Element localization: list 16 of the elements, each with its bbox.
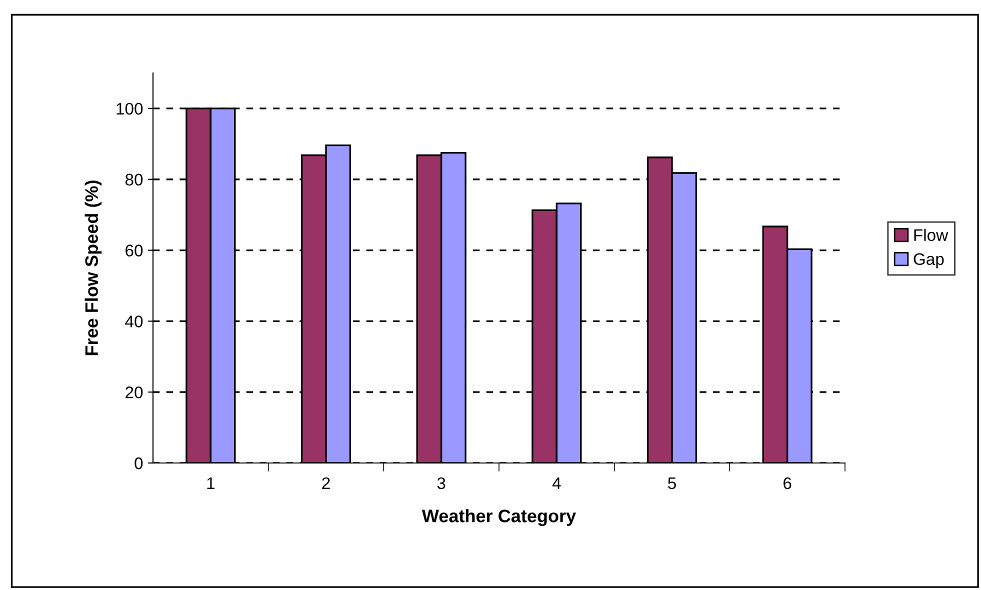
legend-label: Flow — [914, 228, 948, 242]
x-tick-label: 5 — [668, 478, 676, 490]
x-tick-label: 6 — [784, 477, 792, 490]
y-tick-label: 100 — [116, 102, 143, 115]
x-tick-label: 3 — [437, 477, 446, 490]
y-tick-label: 20 — [126, 386, 143, 398]
x-tick-label: 1 — [207, 478, 214, 489]
legend-label: Gap — [914, 253, 944, 268]
y-tick-label: 0 — [134, 457, 143, 470]
y-axis-title: Free Flow Speed (%) — [84, 180, 102, 356]
y-tick-label: 80 — [125, 174, 143, 186]
x-axis-title: Weather Category — [422, 509, 576, 526]
y-tick-label: 60 — [126, 244, 143, 256]
x-tick-label: 2 — [322, 477, 330, 489]
x-tick-label: 4 — [552, 478, 561, 489]
y-tick-label: 40 — [125, 316, 143, 328]
